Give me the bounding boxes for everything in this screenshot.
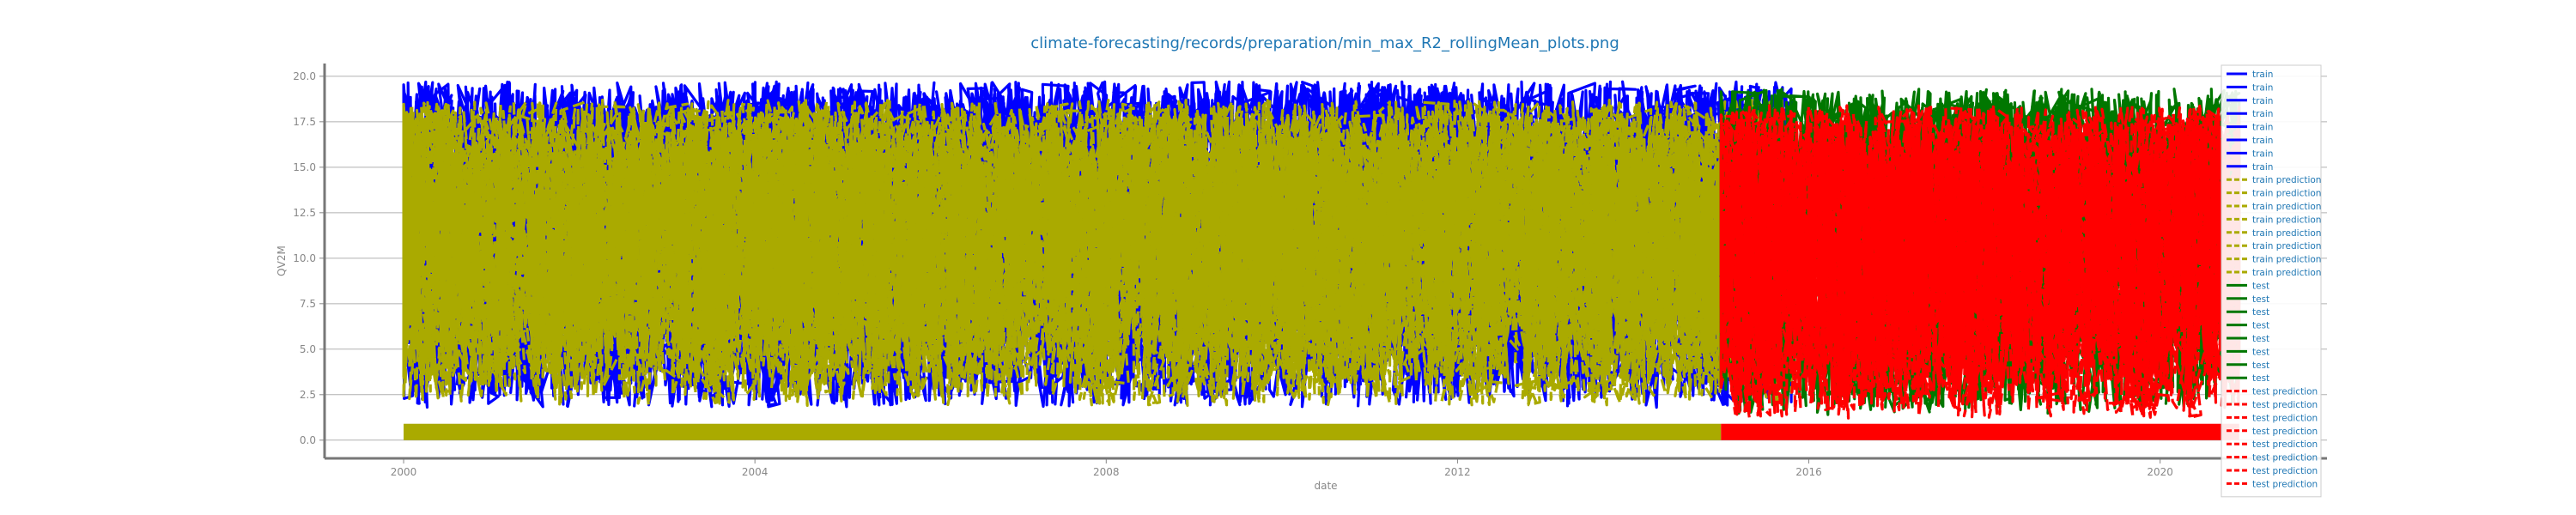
y-axis-label: QV2M [276, 245, 288, 276]
legend-entry: test prediction [2252, 413, 2318, 423]
chart-title: climate-forecasting/records/preparation/… [1030, 34, 1619, 52]
legend-entry: test prediction [2252, 453, 2318, 464]
legend-entry: train prediction [2252, 268, 2321, 278]
legend-entry: test [2252, 334, 2269, 344]
legend-entry: train [2252, 123, 2273, 133]
y-tick-label: 20.0 [293, 70, 316, 82]
legend-entry: train prediction [2252, 215, 2321, 225]
y-tick-label: 7.5 [300, 298, 316, 310]
x-tick-label: 2000 [391, 466, 417, 478]
series-line [402, 98, 1793, 408]
legend-entry: test [2252, 294, 2269, 305]
series-band-train [404, 423, 1722, 440]
x-tick-label: 2020 [2147, 466, 2173, 478]
legend-entry: test [2252, 360, 2269, 371]
legend-entry: test [2252, 321, 2269, 331]
x-tick-label: 2012 [1444, 466, 1471, 478]
legend-entry: train [2252, 96, 2273, 106]
legend-entry: train prediction [2252, 202, 2321, 212]
legend-entry: train prediction [2252, 228, 2321, 239]
legend-entry: test prediction [2252, 427, 2318, 437]
legend-entry: test [2252, 307, 2269, 318]
legend-entry: train [2252, 109, 2273, 119]
series-test-prediction [1719, 104, 2241, 420]
series-band-test [1721, 423, 2239, 440]
legend-entry: test prediction [2252, 400, 2318, 410]
y-tick-label: 17.5 [293, 116, 316, 128]
series-line [1719, 104, 2241, 420]
legend-entry: train [2252, 162, 2273, 173]
legend-entry: train prediction [2252, 189, 2321, 199]
y-tick-label: 15.0 [293, 161, 316, 173]
y-tick-label: 0.0 [300, 434, 316, 446]
legend-entry: test prediction [2252, 466, 2318, 476]
legend-entry: test [2252, 347, 2269, 357]
x-tick-label: 2004 [742, 466, 769, 478]
x-axis-label: date [1314, 480, 1337, 492]
legend-entry: train prediction [2252, 241, 2321, 251]
y-tick-label: 2.5 [300, 389, 316, 401]
legend-entry: test [2252, 281, 2269, 291]
legend-entry: test prediction [2252, 439, 2318, 450]
y-tick-label: 12.5 [293, 207, 316, 219]
series-train-prediction [402, 98, 1793, 408]
y-tick-label: 10.0 [293, 252, 316, 264]
x-tick-label: 2016 [1795, 466, 1822, 478]
x-tick-label: 2008 [1093, 466, 1120, 478]
legend-entry: train [2252, 148, 2273, 159]
y-tick-label: 5.0 [300, 343, 316, 355]
legend-entry: train [2252, 70, 2273, 80]
legend-entry: test prediction [2252, 479, 2318, 489]
legend-entry: train prediction [2252, 255, 2321, 265]
legend-entry: test prediction [2252, 387, 2318, 397]
legend-entry: train prediction [2252, 175, 2321, 185]
legend-box [2221, 64, 2322, 498]
legend-entry: train [2252, 82, 2273, 93]
legend-entry: test [2252, 373, 2269, 384]
legend-entry: train [2252, 136, 2273, 146]
